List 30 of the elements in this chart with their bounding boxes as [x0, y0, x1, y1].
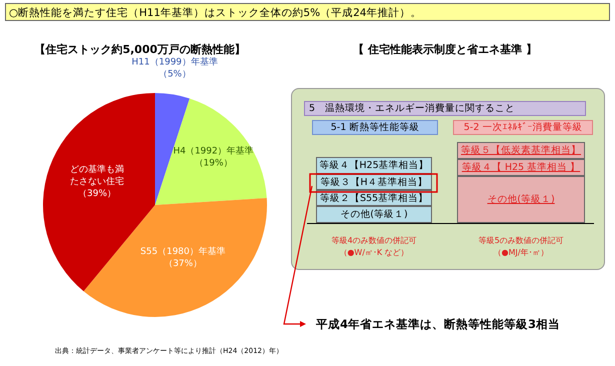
- text: 等級5のみ数値の併記可: [477, 234, 565, 246]
- pie-slice: [43, 93, 155, 292]
- text: 5-1 断熱等性能等級: [312, 120, 438, 135]
- data-label: （5%）: [158, 70, 191, 80]
- text: 5-2 一次ｴﾈﾙｷﾞｰ消費量等級: [453, 120, 593, 135]
- text: その他(等級１): [316, 206, 432, 223]
- text: （●MJ/年･㎡）: [492, 246, 550, 258]
- data-label: （39%）: [78, 189, 116, 200]
- text: 等級４【 H25 基準相当 】: [457, 159, 585, 176]
- text: 【 住宅性能表示制度と省エネ基準 】: [352, 42, 538, 57]
- text: 等級４【H25基準相当】: [316, 157, 432, 174]
- text: 等級4のみ数値の併記可: [330, 234, 418, 246]
- text: ○断熱性能を満たす住宅（H11年基準）はストック全体の約5%（平成24年推計）。: [5, 3, 610, 21]
- data-label: （19%）: [194, 158, 232, 169]
- text: 等級５【低炭素基準相当】: [457, 142, 585, 159]
- slice-label: どの基準も満たさない住宅: [70, 164, 124, 188]
- pie-slice: [84, 198, 267, 317]
- text: （●W/㎡･K など）: [338, 246, 410, 258]
- pie-slice: [155, 93, 190, 205]
- slice-label: H4（1992）年基準: [173, 146, 254, 157]
- pie-slice: [155, 98, 267, 205]
- text: 等級２【S55基準相当】: [316, 190, 432, 206]
- text: 平成4年省エネ基準は、断熱等性能等級3相当: [316, 317, 560, 332]
- data-label: （37%）: [164, 258, 202, 269]
- slice-label: S55（1980）年基準: [140, 246, 226, 257]
- text: 等級３【H４基準相当】: [316, 174, 432, 190]
- slice-label: H11（1999）年基準: [132, 56, 218, 68]
- chart-title: 【住宅ストック約5,000万戸の断熱性能】: [34, 42, 246, 57]
- text: 5 温熱環境・エネルギー消費量に関すること: [304, 101, 586, 116]
- text: その他(等級１): [457, 176, 585, 223]
